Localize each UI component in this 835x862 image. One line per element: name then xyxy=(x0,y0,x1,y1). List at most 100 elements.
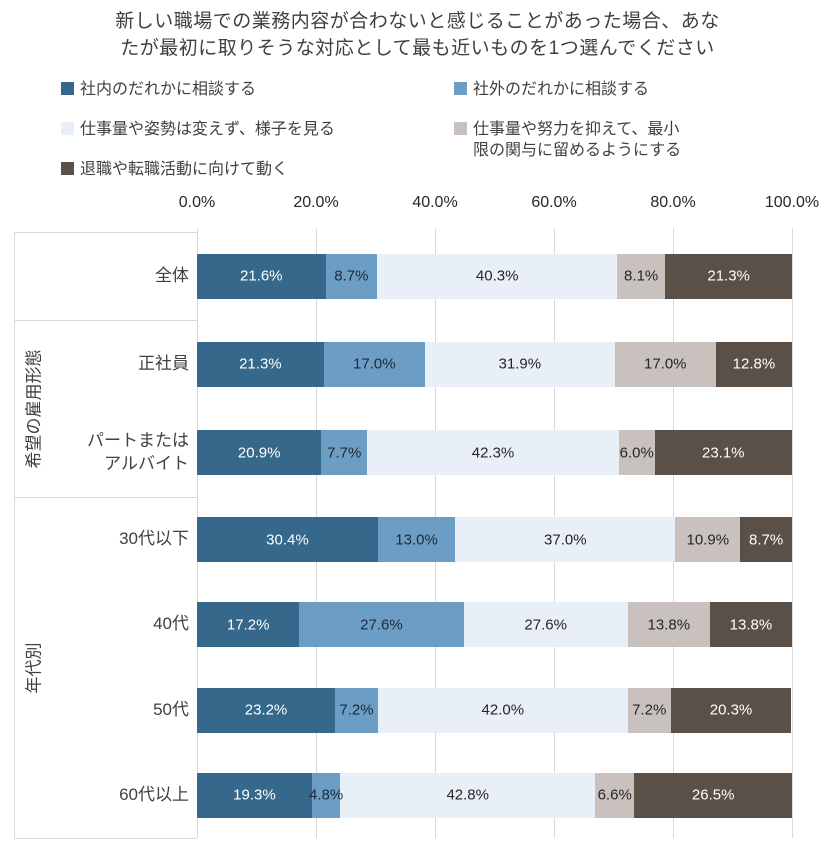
bar-segment xyxy=(424,341,615,387)
segment-value-label: 7.2% xyxy=(632,701,667,719)
bar-row-5: 23.2% 7.2% 42.0% 7.2% 20.3% xyxy=(197,687,792,733)
segment-value-label: 4.8% xyxy=(309,786,344,804)
segment-value-label: 23.2% xyxy=(244,701,288,719)
segment-value-label: 7.7% xyxy=(327,444,362,462)
bar-segment xyxy=(463,602,628,648)
segment-value-label: 20.9% xyxy=(237,444,281,462)
x-axis-tick: 60.0% xyxy=(531,194,577,211)
x-axis-tick: 0.0% xyxy=(178,194,216,211)
chart-title-line-1: 新しい職場での業務内容が合わないと感じることがあった場合、あな xyxy=(115,11,720,32)
segment-value-label: 8.7% xyxy=(334,267,369,285)
bar-segment xyxy=(197,772,312,818)
segment-value-label: 13.8% xyxy=(647,616,691,634)
legend-swatch-consult-external xyxy=(454,82,467,95)
segment-value-label: 37.0% xyxy=(544,531,587,549)
legend-swatch-consult-internal xyxy=(61,82,74,95)
x-axis-tick: 20.0% xyxy=(293,194,339,211)
segment-value-label: 21.3% xyxy=(707,267,750,285)
bar-segment xyxy=(197,602,300,648)
legend-label: 仕事量や姿勢は変えず、様子を見る xyxy=(80,121,335,138)
legend-item-minimize-involvement: 仕事量や努力を抑えて、最小限の関与に留めるようにする xyxy=(454,119,687,161)
bar-segment xyxy=(299,602,464,648)
legend-item-move-to-quit: 退職や転職活動に向けて動く xyxy=(61,159,288,180)
bar-segment xyxy=(634,772,792,818)
segment-value-label: 8.1% xyxy=(624,267,659,285)
bar-segment xyxy=(197,341,324,387)
bar-row-2: 20.9% 7.7% 42.3% 6.0% 23.1% xyxy=(197,430,792,476)
bar-segment xyxy=(311,772,341,818)
segment-value-label: 17.0% xyxy=(353,355,396,373)
category-label: 50代 xyxy=(153,699,189,719)
bar-segment xyxy=(197,253,326,299)
segment-value-label: 10.9% xyxy=(686,531,730,549)
label-area-separator xyxy=(14,320,197,321)
x-axis-tick: 40.0% xyxy=(412,194,458,211)
segment-value-label: 40.3% xyxy=(475,267,519,285)
legend-swatch-wait-and-see xyxy=(61,122,74,135)
bar-row-1: 21.3% 17.0% 31.9% 17.0% 12.8% xyxy=(197,341,792,387)
segment-value-label: 8.7% xyxy=(749,531,784,549)
segment-value-label: 19.3% xyxy=(233,786,276,804)
segment-value-label: 20.3% xyxy=(709,701,753,719)
bar-row-4: 17.2% 27.6% 27.6% 13.8% 13.8% xyxy=(197,602,792,648)
bar-segment xyxy=(367,430,619,476)
x-axis-tick: 80.0% xyxy=(650,194,696,211)
bar-segment xyxy=(617,253,666,299)
bar-row-3: 30.4% 13.0% 37.0% 10.9% 8.7% xyxy=(197,517,792,563)
label-area-separator xyxy=(14,497,197,498)
category-label: 60代以上 xyxy=(119,784,189,804)
gridline xyxy=(792,228,793,838)
bar-segment xyxy=(675,517,741,563)
bar-segment xyxy=(709,602,792,648)
legend-label: 仕事量や努力を抑えて、最小限の関与に留めるようにする xyxy=(473,121,682,159)
bar-segment xyxy=(595,772,635,818)
segment-value-label: 42.8% xyxy=(446,786,489,804)
bar-segment xyxy=(618,430,655,476)
bar-segment xyxy=(321,430,368,476)
segment-value-label: 17.2% xyxy=(226,616,270,634)
bar-segment xyxy=(377,687,628,733)
legend-swatch-move-to-quit xyxy=(61,162,74,175)
segment-value-label: 26.5% xyxy=(691,786,735,804)
bar-segment xyxy=(197,430,322,476)
category-label: 正社員 xyxy=(138,353,189,373)
segment-value-label: 13.8% xyxy=(729,616,773,634)
bar-segment xyxy=(670,687,792,733)
legend-item-consult-internal: 社内のだれかに相談する xyxy=(61,79,256,100)
label-area-left-border xyxy=(14,232,15,838)
segment-value-label: 6.6% xyxy=(597,786,632,804)
segment-value-label: 27.6% xyxy=(524,616,567,634)
bar-segment xyxy=(197,517,378,563)
segment-value-label: 27.6% xyxy=(360,616,403,634)
bar-segment xyxy=(740,517,792,563)
bar-segment xyxy=(715,341,792,387)
bar-segment xyxy=(197,687,336,733)
segment-value-label: 30.4% xyxy=(266,531,309,549)
segment-value-label: 42.0% xyxy=(481,701,525,719)
bar-segment xyxy=(377,253,618,299)
segment-value-label: 13.0% xyxy=(395,531,438,549)
bar-segment xyxy=(377,517,456,563)
segment-value-label: 42.3% xyxy=(471,444,515,462)
bar-segment xyxy=(323,341,425,387)
category-label: 全体 xyxy=(155,265,189,285)
bar-segment xyxy=(325,253,378,299)
legend-item-consult-external: 社外のだれかに相談する xyxy=(454,79,649,100)
category-label: パートまたは アルバイト xyxy=(87,430,189,473)
bar-segment xyxy=(614,341,716,387)
segment-value-label: 12.8% xyxy=(732,355,776,373)
bar-segment xyxy=(665,253,792,299)
chart-title: 新しい職場での業務内容が合わないと感じることがあった場合、あな たが最初に取りそ… xyxy=(0,8,835,62)
bar-segment xyxy=(455,517,676,563)
segment-value-label: 7.2% xyxy=(339,701,374,719)
bar-segment xyxy=(654,430,792,476)
segment-value-label: 21.6% xyxy=(239,267,283,285)
segment-value-label: 17.0% xyxy=(643,355,687,373)
bar-row-0: 21.6% 8.7% 40.3% 8.1% 21.3% xyxy=(197,253,792,299)
segment-value-label: 6.0% xyxy=(619,444,654,462)
legend-item-wait-and-see: 仕事量や姿勢は変えず、様子を見る xyxy=(61,119,335,140)
segment-value-label: 23.1% xyxy=(701,444,745,462)
segment-value-label: 31.9% xyxy=(498,355,542,373)
chart-title-line-2: たが最初に取りそうな対応として最も近いものを1つ選んでください xyxy=(120,38,715,59)
